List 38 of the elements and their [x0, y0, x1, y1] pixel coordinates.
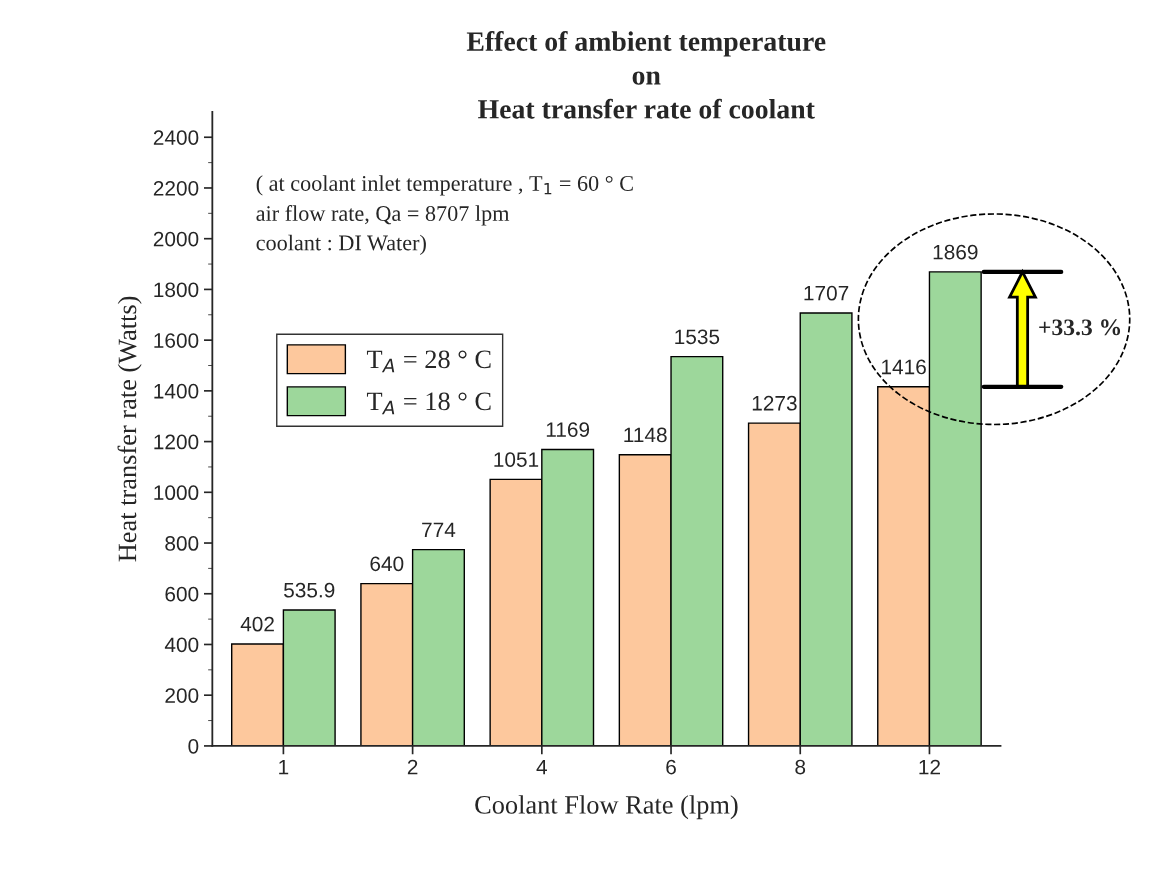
data-label: 402: [240, 616, 274, 632]
data-label: 1273: [752, 395, 797, 411]
data-label: 1051: [494, 452, 539, 467]
data-label: 1869: [933, 244, 978, 260]
y-tick-label: 200: [165, 688, 199, 703]
y-tick-label: 2400: [153, 130, 199, 145]
x-axis-title: Coolant Flow Rate (lpm): [475, 795, 738, 820]
chart-title: Effect of ambient temperature on Heat transfer rate of coolant: [466, 31, 826, 119]
data-label: 1416: [882, 359, 926, 375]
x-tick-label: 2: [407, 759, 418, 775]
data-label: 1707: [804, 285, 849, 301]
x-tick-label: 8: [795, 759, 806, 775]
text: ( at coolant inlet temperature , T$_{1}$ = 60 ° C air flow rate, Qa = 8707 lpm coolant : DI Water): [256, 175, 633, 255]
y-axis-title: Heat transfer rate (Watts): [117, 296, 142, 562]
y-tick-label: 1400: [154, 383, 199, 399]
y-tick-label: 800: [165, 536, 199, 551]
y-tick-label: 1800: [154, 282, 199, 298]
data-label: 1169: [546, 422, 590, 437]
y-tick-label: 1600: [154, 333, 199, 348]
y-tick-label: 2200: [153, 180, 199, 196]
x-tick-label: 6: [666, 759, 676, 775]
data-label: 1148: [624, 427, 667, 443]
data-label: 535.9: [284, 582, 335, 598]
x-tick-label: 1: [279, 759, 289, 775]
y-tick-label: 600: [165, 586, 199, 602]
y-tick-label: 400: [164, 637, 199, 653]
y-tick-label: 1200: [154, 434, 199, 450]
data-label: 1535: [675, 329, 720, 345]
x-tick-label: 4: [536, 759, 548, 775]
y-tick-label: 2000: [153, 231, 199, 247]
text: +33.3 %: [1039, 319, 1121, 336]
legend-label: T$_{A}$ = 18 ° C: [366, 392, 491, 415]
data-label: 640: [370, 556, 404, 572]
y-tick-label: 1000: [154, 485, 199, 501]
data-label: 774: [422, 522, 456, 537]
legend-label: T$_{A}$ = 28 ° C: [366, 350, 491, 373]
y-tick-label: 0: [188, 738, 199, 754]
x-tick-label: 12: [919, 759, 940, 775]
